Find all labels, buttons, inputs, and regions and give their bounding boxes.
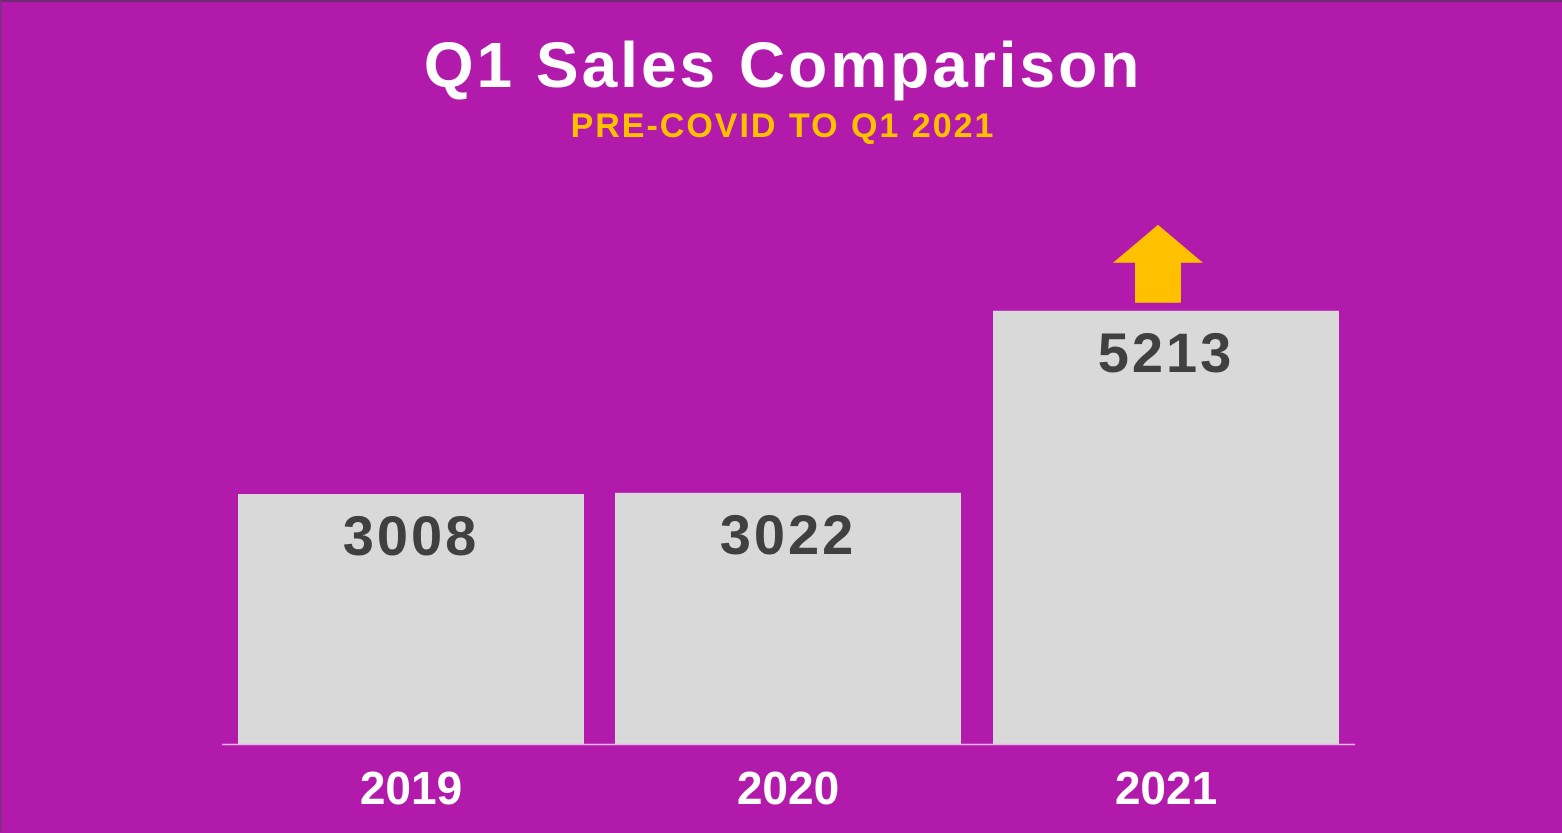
annotations-layer: [1113, 224, 1203, 303]
chart-subtitle: PRE-COVID TO Q1 2021: [570, 107, 996, 145]
labels-layer: 3008 2019 3022 2020 5213 2021: [343, 321, 1235, 814]
data-label-2019: 3008: [343, 504, 480, 567]
bar-2021: [993, 310, 1339, 744]
bars-layer: [238, 310, 1339, 744]
chart-title: Q1 Sales Comparison: [423, 29, 1143, 101]
bar-2020: [615, 492, 961, 744]
data-label-2021: 5213: [1098, 321, 1235, 384]
category-label-2019: 2019: [360, 762, 462, 814]
category-label-2020: 2020: [737, 762, 839, 814]
category-label-2021: 2021: [1115, 762, 1217, 814]
data-label-2020: 3022: [720, 503, 857, 566]
bar-2019: [238, 494, 584, 744]
arrow-up-icon: [1113, 224, 1203, 303]
